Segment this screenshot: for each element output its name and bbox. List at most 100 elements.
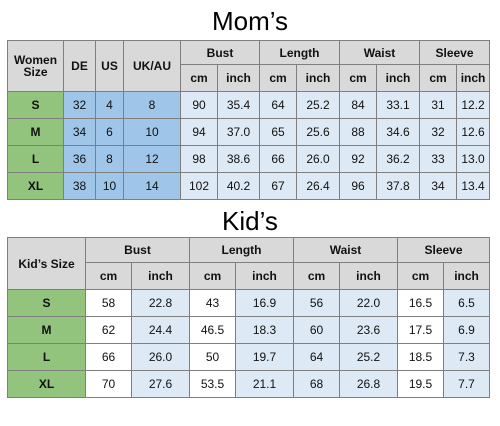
bust-cm-header: cm [180,64,218,92]
waist-cm-cell: 68 [293,370,341,398]
length-cm-header: cm [259,64,298,92]
size-header: Women Size [7,40,64,92]
de-cell: 38 [63,172,96,200]
sleeve-cm-cell: 16.5 [397,289,445,317]
ukau-cell: 12 [123,145,181,173]
length-inch-cell: 26.4 [296,172,341,200]
us-cell: 8 [95,145,124,173]
waist-cm-cell: 60 [293,316,341,344]
waist-header: Waist [339,40,421,65]
sleeve-cm-cell: 17.5 [397,316,445,344]
bust-inch-cell: 22.8 [130,289,191,317]
de-cell: 36 [63,145,96,173]
ukau-cell: 8 [123,91,181,119]
ukau-cell: 14 [123,172,181,200]
table-row: S 32 4 8 90 35.4 64 25.2 84 33.1 31 12.2 [7,91,491,119]
sleeve-cm-cell: 34 [419,172,458,200]
waist-inch-header: inch [339,262,399,290]
sleeve-inch-cell: 7.7 [443,370,491,398]
bust-cm-header: cm [85,262,132,290]
size-header: Kid’s Size [7,237,86,290]
sleeve-header: Sleeve [419,40,491,65]
de-cell: 34 [63,118,96,146]
size-cell: L [7,145,64,173]
sleeve-inch-cell: 6.5 [443,289,491,317]
waist-header: Waist [293,237,399,263]
size-cell: L [7,343,86,371]
bust-inch-header: inch [130,262,191,290]
length-inch-cell: 18.3 [235,316,295,344]
length-cm-header: cm [189,262,237,290]
length-inch-cell: 25.6 [296,118,341,146]
table-row: S 58 22.8 43 16.9 56 22.0 16.5 6.5 [7,289,491,317]
bust-inch-cell: 37.0 [216,118,261,146]
sleeve-cm-cell: 32 [419,118,458,146]
bust-inch-cell: 38.6 [216,145,261,173]
waist-inch-cell: 23.6 [339,316,399,344]
size-cell: XL [7,370,86,398]
sleeve-inch-cell: 12.2 [456,91,491,119]
bust-inch-header: inch [216,64,261,92]
length-cm-cell: 65 [259,118,298,146]
length-cm-cell: 64 [259,91,298,119]
length-inch-cell: 25.2 [296,91,341,119]
mom-size-chart-title: Mom’s [211,6,289,36]
ukau-header: UK/AU [123,40,181,92]
us-cell: 4 [95,91,124,119]
bust-inch-cell: 40.2 [216,172,261,200]
mom-size-table: Women Size DE US UK/AU Bust Length Waist… [7,40,491,200]
size-cell: M [7,316,86,344]
bust-cm-cell: 90 [180,91,218,119]
length-cm-cell: 43 [189,289,237,317]
sleeve-inch-cell: 13.4 [456,172,491,200]
waist-inch-cell: 26.8 [339,370,399,398]
us-cell: 10 [95,172,124,200]
bust-inch-cell: 24.4 [130,316,191,344]
length-inch-header: inch [235,262,295,290]
sleeve-inch-cell: 6.9 [443,316,491,344]
length-cm-cell: 67 [259,172,298,200]
waist-cm-header: cm [339,64,378,92]
bust-cm-cell: 102 [180,172,218,200]
waist-cm-cell: 84 [339,91,378,119]
table-row: XL 38 10 14 102 40.2 67 26.4 96 37.8 34 … [7,172,491,200]
sleeve-header: Sleeve [397,237,491,263]
sleeve-inch-header: inch [443,262,491,290]
length-header: Length [259,40,341,65]
waist-cm-cell: 64 [293,343,341,371]
length-inch-header: inch [296,64,341,92]
size-cell: S [7,91,64,119]
length-header: Length [189,237,295,263]
length-cm-cell: 46.5 [189,316,237,344]
table-row: L 36 8 12 98 38.6 66 26.0 92 36.2 33 13.… [7,145,491,173]
bust-cm-cell: 66 [85,343,132,371]
sleeve-inch-cell: 7.3 [443,343,491,371]
waist-inch-cell: 37.8 [376,172,421,200]
bust-cm-cell: 62 [85,316,132,344]
bust-cm-cell: 94 [180,118,218,146]
sleeve-cm-header: cm [397,262,445,290]
bust-inch-cell: 27.6 [130,370,191,398]
kid-size-chart-title: Kid’s [222,206,278,236]
bust-inch-cell: 35.4 [216,91,261,119]
waist-inch-cell: 34.6 [376,118,421,146]
bust-cm-cell: 58 [85,289,132,317]
sleeve-cm-header: cm [419,64,458,92]
bust-cm-cell: 98 [180,145,218,173]
length-inch-cell: 16.9 [235,289,295,317]
sleeve-inch-header: inch [456,64,491,92]
waist-cm-cell: 96 [339,172,378,200]
size-cell: M [7,118,64,146]
us-cell: 6 [95,118,124,146]
bust-cm-cell: 70 [85,370,132,398]
waist-inch-header: inch [376,64,421,92]
length-cm-cell: 50 [189,343,237,371]
de-header: DE [63,40,96,92]
waist-cm-cell: 88 [339,118,378,146]
length-inch-cell: 19.7 [235,343,295,371]
size-cell: S [7,289,86,317]
kid-size-table: Kid’s Size Bust Length Waist Sleeve cm i… [7,237,491,398]
bust-header: Bust [84,237,191,263]
sleeve-inch-cell: 12.6 [456,118,491,146]
waist-cm-cell: 56 [293,289,341,317]
